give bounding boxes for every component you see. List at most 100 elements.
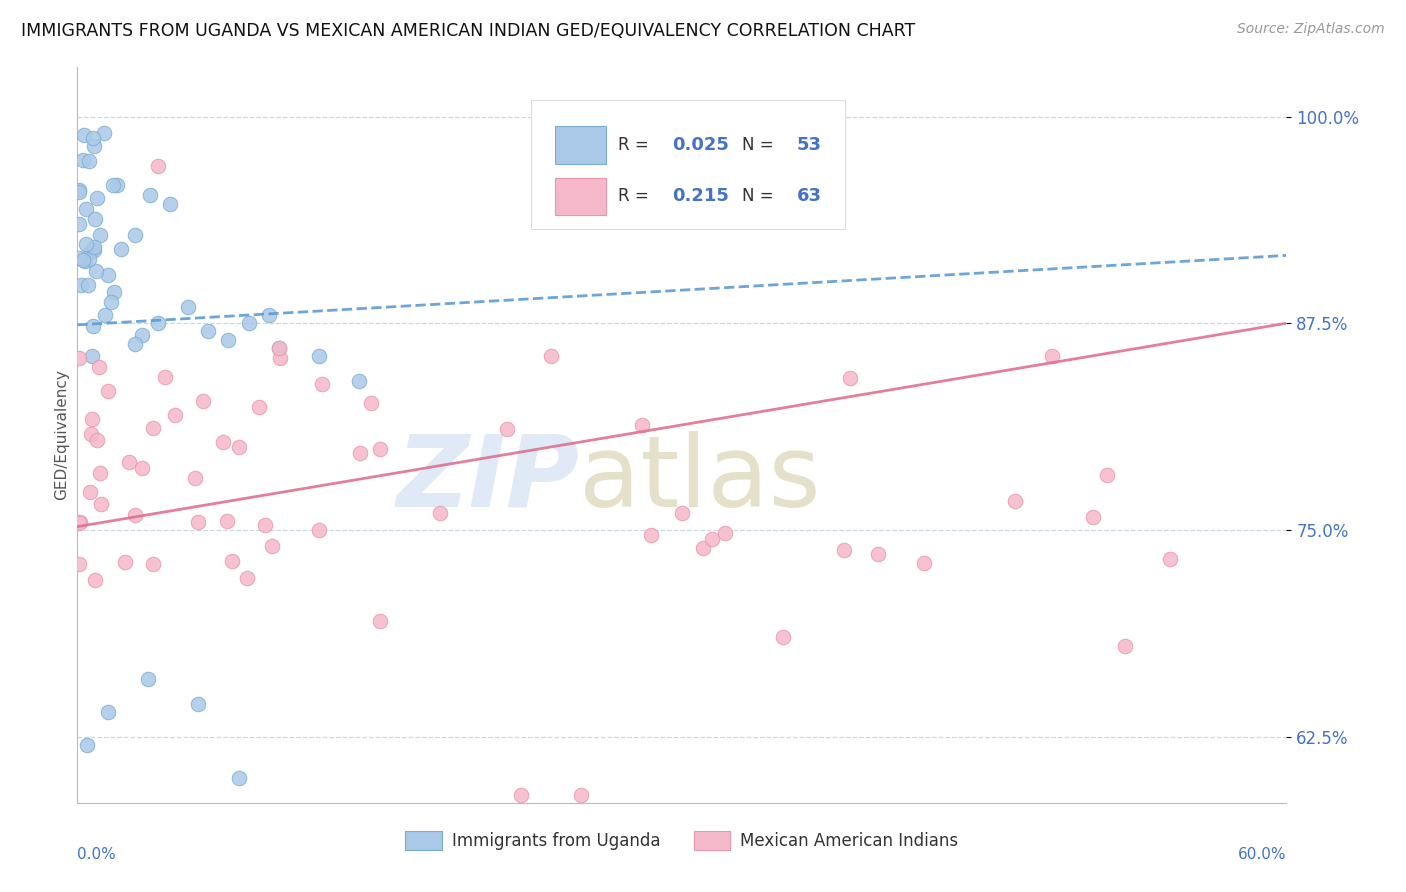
Point [267, 341, 290, 355]
Text: IMMIGRANTS FROM UGANDA VS MEXICAN AMERICAN INDIAN GED/EQUIVALENCY CORRELATION CH: IMMIGRANTS FROM UGANDA VS MEXICAN AMERIC… [21, 22, 915, 40]
Point [83, 139, 105, 153]
Point [93, 126, 115, 140]
Point [86, 191, 108, 205]
Point [82, 318, 104, 333]
Point [100, 294, 122, 309]
Text: R =: R = [617, 187, 654, 205]
Point [97, 268, 120, 282]
Text: 53: 53 [797, 136, 821, 154]
Point [67, 185, 90, 199]
Point [349, 446, 371, 460]
Point [311, 377, 333, 392]
Point [110, 242, 132, 256]
Point [868, 547, 890, 561]
Point [114, 555, 136, 569]
Point [77, 154, 100, 169]
Point [368, 614, 391, 628]
Point [839, 370, 862, 384]
Point [82, 411, 104, 425]
Point [69, 277, 91, 292]
Point [496, 422, 519, 436]
FancyBboxPatch shape [531, 100, 845, 229]
Point [177, 300, 200, 314]
Point [142, 420, 165, 434]
Point [83, 243, 105, 257]
Point [87, 359, 110, 374]
Point [67, 183, 90, 197]
Point [228, 771, 250, 785]
Point [257, 308, 280, 322]
Point [247, 400, 270, 414]
Point [89, 467, 111, 481]
Point [569, 788, 592, 802]
Point [360, 396, 382, 410]
Point [67, 557, 90, 571]
Point [124, 228, 146, 243]
Point [82, 130, 104, 145]
Point [1114, 639, 1136, 653]
Point [832, 542, 855, 557]
Text: 63: 63 [797, 187, 821, 205]
Point [540, 349, 562, 363]
FancyBboxPatch shape [555, 127, 606, 163]
Text: 0.0%: 0.0% [77, 847, 117, 862]
Point [1040, 349, 1063, 363]
Point [1081, 510, 1104, 524]
Point [75, 236, 97, 251]
Text: N =: N = [742, 136, 779, 154]
Point [124, 508, 146, 523]
Y-axis label: GED/Equivalency: GED/Equivalency [53, 369, 69, 500]
Point [79, 484, 101, 499]
Point [90, 497, 112, 511]
Point [124, 337, 146, 351]
Point [77, 277, 100, 292]
Point [136, 672, 159, 686]
Text: 60.0%: 60.0% [1239, 847, 1286, 862]
Point [153, 370, 176, 384]
Text: Source: ZipAtlas.com: Source: ZipAtlas.com [1237, 22, 1385, 37]
Point [84, 263, 107, 277]
Point [1159, 552, 1181, 566]
Point [217, 514, 239, 528]
Point [80, 349, 103, 363]
Point [73, 253, 96, 268]
Point [69, 516, 91, 530]
Point [101, 178, 124, 192]
Point [308, 349, 330, 363]
Point [89, 227, 111, 242]
Point [84, 212, 107, 227]
Point [159, 197, 181, 211]
Point [80, 244, 103, 259]
Point [187, 515, 209, 529]
Point [368, 442, 391, 456]
Point [142, 558, 165, 572]
Legend: Immigrants from Uganda, Mexican American Indians: Immigrants from Uganda, Mexican American… [398, 824, 966, 857]
Point [702, 532, 724, 546]
Point [131, 461, 153, 475]
Point [253, 517, 276, 532]
Point [103, 285, 125, 300]
Point [630, 417, 652, 432]
Point [77, 252, 100, 266]
Point [75, 202, 97, 217]
Point [236, 570, 259, 584]
Text: N =: N = [742, 187, 779, 205]
Point [84, 573, 107, 587]
Point [146, 159, 169, 173]
Point [80, 426, 103, 441]
FancyBboxPatch shape [555, 178, 606, 215]
Point [67, 516, 90, 530]
Point [267, 341, 290, 355]
Point [131, 327, 153, 342]
Text: atlas: atlas [579, 431, 821, 527]
Text: 0.215: 0.215 [672, 187, 730, 205]
Point [1004, 493, 1026, 508]
Point [96, 705, 118, 719]
Point [86, 433, 108, 447]
Text: R =: R = [617, 136, 654, 154]
Point [228, 440, 250, 454]
Point [429, 507, 451, 521]
Point [212, 434, 235, 449]
Point [238, 316, 260, 330]
Point [671, 507, 693, 521]
